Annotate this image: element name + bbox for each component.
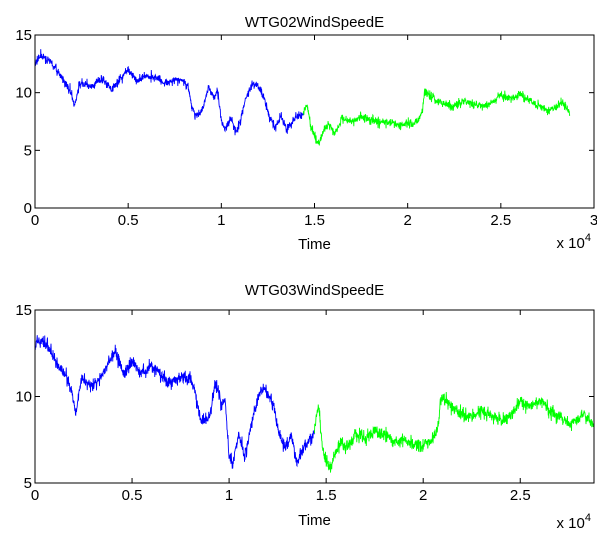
x-tick-label: 2 [403,212,411,229]
y-tick-label: 5 [24,142,32,159]
chart-wtg02: 0 0.5 1 1.5 2 2.5 3 0 5 10 15 WTG02WindSpeedE Time x … [15,14,597,253]
chart-title: WTG02WindSpeedE [245,14,384,31]
x-tick-label: 1 [217,212,225,229]
y-tick-label: 0 [24,200,32,217]
x-tick-label: 2 [419,487,427,504]
x-tick-label: 1.5 [304,212,325,229]
x-tick-label: 1 [225,487,233,504]
x-tick-label: 2.5 [490,212,511,229]
plot-frame [34,309,595,484]
x-axis-label: Time [298,512,331,529]
x-tick-label: 3 [590,212,597,229]
chart-wtg03: 0 0.5 1 1.5 2 2.5 5 10 15 WTG03WindSpeedE Time x 10… [15,282,595,532]
chart-title: WTG03WindSpeedE [245,282,384,299]
y-tick-label: 10 [15,389,32,406]
series-line-2 [314,391,594,473]
y-tick-label: 15 [15,302,32,319]
multiplier-exponent: 4 [585,512,591,524]
y-tick-label: 15 [15,27,32,44]
x-axis-multiplier: x 104 [557,232,591,252]
multiplier-exponent: 4 [585,232,591,244]
x-axis-label: Time [298,236,331,253]
y-tick-label: 5 [24,475,32,492]
x-tick-label: 0 [31,212,39,229]
y-tick-label: 10 [15,85,32,102]
multiplier-base: x 10 [557,235,585,252]
plot-frame [34,34,595,209]
x-tick-label: 0 [31,487,39,504]
x-tick-label: 2.5 [510,487,531,504]
x-axis-multiplier: x 104 [557,512,591,532]
x-tick-label: 1.5 [316,487,337,504]
series-line-1 [35,335,315,469]
series-line-2 [302,88,571,146]
x-tick-label: 0.5 [122,487,143,504]
multiplier-base: x 10 [557,515,585,532]
x-tick-label: 0.5 [118,212,139,229]
series-line-1 [35,49,304,136]
